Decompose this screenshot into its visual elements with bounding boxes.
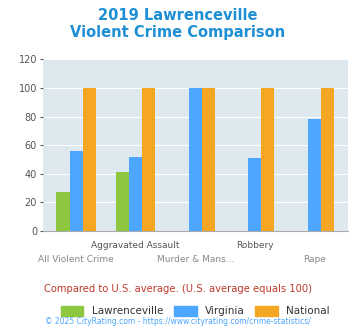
- Bar: [83, 88, 96, 231]
- Text: Robbery: Robbery: [236, 241, 274, 250]
- Legend: Lawrenceville, Virginia, National: Lawrenceville, Virginia, National: [56, 301, 334, 320]
- Text: Violent Crime Comparison: Violent Crime Comparison: [70, 25, 285, 40]
- Text: Compared to U.S. average. (U.S. average equals 100): Compared to U.S. average. (U.S. average …: [44, 284, 311, 294]
- Bar: [129, 157, 142, 231]
- Bar: [56, 192, 70, 231]
- Text: © 2025 CityRating.com - https://www.cityrating.com/crime-statistics/: © 2025 CityRating.com - https://www.city…: [45, 317, 310, 326]
- Text: All Violent Crime: All Violent Crime: [38, 255, 114, 264]
- Text: Murder & Mans...: Murder & Mans...: [157, 255, 234, 264]
- Bar: [202, 88, 215, 231]
- Text: Rape: Rape: [303, 255, 326, 264]
- Bar: [189, 88, 202, 231]
- Bar: [308, 119, 321, 231]
- Bar: [142, 88, 155, 231]
- Bar: [261, 88, 274, 231]
- Bar: [321, 88, 334, 231]
- Bar: [248, 158, 261, 231]
- Bar: [70, 151, 83, 231]
- Text: Aggravated Assault: Aggravated Assault: [92, 241, 180, 250]
- Bar: [116, 172, 129, 231]
- Text: 2019 Lawrenceville: 2019 Lawrenceville: [98, 8, 257, 23]
